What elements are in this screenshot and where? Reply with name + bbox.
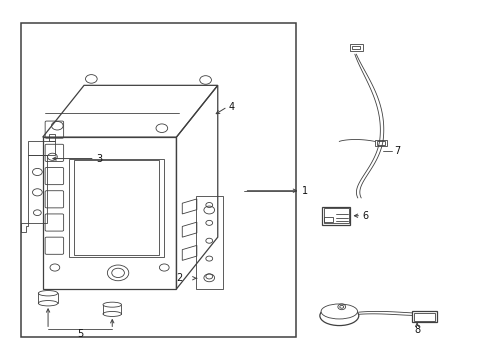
Bar <box>28 155 46 223</box>
Bar <box>376 141 384 145</box>
Bar <box>21 23 295 337</box>
Bar <box>411 311 436 322</box>
Ellipse shape <box>319 306 358 325</box>
Bar <box>352 46 360 49</box>
Ellipse shape <box>38 291 58 296</box>
Text: 3: 3 <box>96 154 102 163</box>
Text: 4: 4 <box>228 102 235 112</box>
Bar <box>196 196 222 289</box>
Bar <box>324 217 332 222</box>
Text: 2: 2 <box>176 273 183 283</box>
Ellipse shape <box>103 311 121 316</box>
Ellipse shape <box>38 301 58 306</box>
Bar <box>413 313 434 321</box>
Bar <box>350 44 362 51</box>
Text: 7: 7 <box>393 147 399 157</box>
Text: 8: 8 <box>413 325 419 335</box>
Bar <box>324 208 348 223</box>
Text: 1: 1 <box>301 186 307 196</box>
Text: 5: 5 <box>77 329 83 339</box>
Bar <box>322 207 350 225</box>
Bar <box>374 140 386 146</box>
Ellipse shape <box>321 304 357 319</box>
Text: 6: 6 <box>362 211 368 221</box>
Ellipse shape <box>103 302 121 307</box>
